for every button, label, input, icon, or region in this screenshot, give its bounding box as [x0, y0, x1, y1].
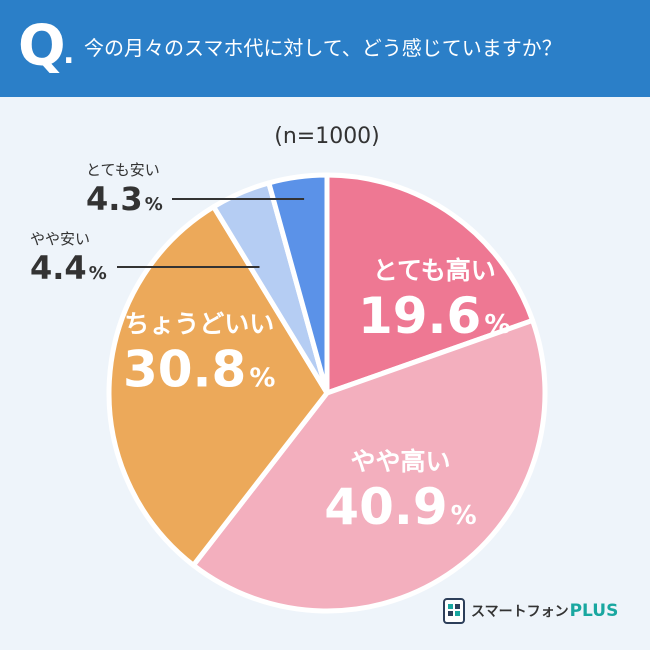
slice-label: とても高い	[373, 256, 496, 285]
question-mark-dot: .	[63, 36, 75, 71]
smartphone-logo-icon	[443, 598, 465, 624]
slice-label: やや安い	[30, 230, 90, 248]
slice-value-unit: %	[89, 263, 107, 284]
slice-value-number: 4.3	[86, 180, 143, 218]
slice-value-unit: %	[249, 363, 275, 393]
brand-plus: PLUS	[569, 601, 619, 621]
slice-value-unit: %	[484, 310, 510, 340]
slice-value-number: 4.4	[30, 249, 87, 287]
slice-label: やや高い	[350, 447, 450, 476]
slice-value: 19.6%	[358, 287, 510, 345]
pie-slice	[266, 172, 330, 396]
pie-slice	[106, 204, 330, 568]
question-header: Q . 今の月々のスマホ代に対して、どう感じていますか？	[0, 0, 650, 97]
slice-value: 40.9%	[324, 478, 476, 536]
brand-logo: スマートフォンPLUS	[443, 598, 618, 624]
slice-label: ちょうどいい	[124, 309, 274, 338]
slice-value: 30.8%	[123, 340, 275, 398]
slice-value: 4.4%	[30, 249, 107, 287]
question-text: 今の月々のスマホ代に対して、どう感じていますか？	[84, 36, 562, 60]
slice-value-number: 19.6	[358, 287, 481, 345]
slice-value-unit: %	[451, 501, 477, 531]
slice-value: 4.3%	[86, 180, 163, 218]
brand-name: スマートフォンPLUS	[471, 601, 619, 621]
slice-label: とても安い	[86, 161, 160, 179]
question-mark: Q	[18, 14, 66, 79]
chart-subtitle: (n=1000)	[274, 124, 380, 149]
pie-slice	[190, 317, 548, 614]
slice-value-number: 40.9	[324, 478, 447, 536]
slice-value-unit: %	[145, 194, 163, 215]
slice-value-number: 30.8	[123, 340, 246, 398]
